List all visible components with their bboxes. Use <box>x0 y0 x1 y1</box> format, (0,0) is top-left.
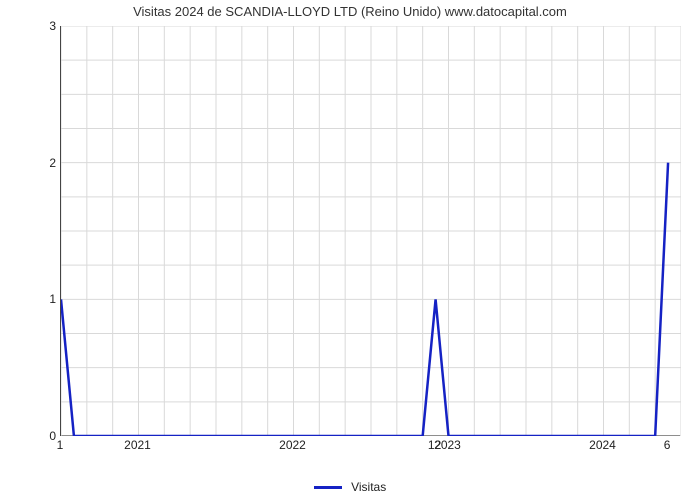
chart-container: Visitas 2024 de SCANDIA-LLOYD LTD (Reino… <box>0 0 700 500</box>
plot-area <box>60 26 680 436</box>
chart-title: Visitas 2024 de SCANDIA-LLOYD LTD (Reino… <box>0 4 700 19</box>
data-point-label: 12 <box>428 438 441 452</box>
x-tick-label: 2022 <box>279 438 306 452</box>
data-point-label: 6 <box>664 438 671 452</box>
gridlines <box>61 26 681 436</box>
y-tick-label: 3 <box>16 19 56 33</box>
x-tick-label: 2021 <box>124 438 151 452</box>
legend: Visitas <box>0 480 700 494</box>
data-point-label: 1 <box>57 438 64 452</box>
legend-swatch <box>314 486 342 489</box>
y-tick-label: 1 <box>16 292 56 306</box>
y-tick-label: 0 <box>16 429 56 443</box>
x-tick-label: 2024 <box>589 438 616 452</box>
plot-svg <box>61 26 681 436</box>
legend-label: Visitas <box>351 480 386 494</box>
y-tick-label: 2 <box>16 156 56 170</box>
